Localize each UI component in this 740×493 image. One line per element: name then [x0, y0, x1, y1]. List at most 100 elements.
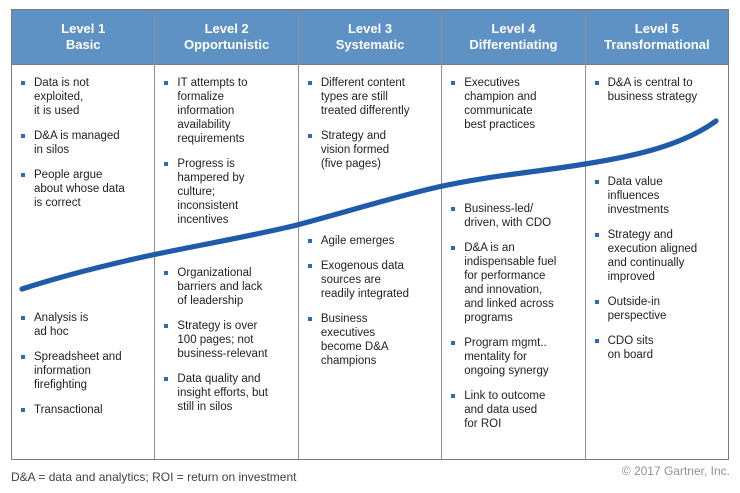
bullet-item-text: D&A is an indispensable fuel for perform… [464, 242, 557, 324]
bullet-item-text: Different content types are still treate… [320, 77, 410, 117]
bullet-item-text: D&A is central to business strategy [607, 77, 698, 103]
bullet-item-text: Strategy is over 100 pages; not business… [177, 320, 268, 360]
bullet-square-icon [307, 80, 312, 85]
bullet-square-icon [164, 376, 169, 381]
level-column-5: Level 5 Transformational D&A is central … [585, 10, 729, 459]
bullet-square-icon [307, 238, 312, 243]
bullet-item-text: Organizational barriers and lack of lead… [177, 267, 263, 307]
bullet-item-text: Strategy and vision formed (five pages) [320, 130, 390, 170]
footnote: D&A = data and analytics; ROI = return o… [11, 470, 297, 484]
bullet-square-icon [451, 206, 456, 211]
bullet-item: Strategy is over 100 pages; not business… [155, 319, 296, 361]
bullet-item: Program mgmt.. mentality for ongoing syn… [442, 336, 583, 378]
bullet-item: Strategy and vision formed (five pages) [299, 129, 440, 171]
bullet-square-icon [307, 316, 312, 321]
bullet-item: D&A is managed in silos [12, 129, 153, 157]
level-column-3: Level 3 Systematic Different content typ… [298, 10, 443, 459]
bullet-item: Transactional [12, 403, 153, 417]
level-name: Differentiating [469, 37, 558, 52]
bullet-item-text: Data quality and insight efforts, but st… [177, 373, 268, 413]
bullet-square-icon [164, 323, 169, 328]
bullet-square-icon [21, 407, 25, 412]
level-column-4: Level 4 Differentiating Executives champ… [442, 10, 586, 459]
level-name: Opportunistic [184, 37, 270, 52]
level-name: Basic [65, 37, 101, 52]
bullet-square-icon [21, 354, 25, 359]
level-label: Level 2 [204, 21, 249, 36]
bullet-square-icon [21, 133, 25, 138]
level-column-1: Level 1 Basic Data is not exploited, it … [12, 10, 156, 459]
maturity-table: Level 1 Basic Data is not exploited, it … [11, 9, 729, 460]
bullet-group-top: Executives champion and communicate best… [442, 76, 583, 143]
bullet-square-icon [594, 299, 599, 304]
copyright: © 2017 Gartner, Inc. [621, 464, 730, 478]
bullet-item-text: People argue about whose data is correct [34, 169, 125, 209]
column-body-1: Data is not exploited, it is used D&A is … [12, 65, 154, 459]
bullet-item-text: D&A is managed in silos [34, 130, 120, 156]
bullet-item: D&A is central to business strategy [586, 76, 727, 104]
bullet-item: People argue about whose data is correct [12, 168, 153, 210]
bullet-item: CDO sits on board [586, 334, 727, 362]
bullet-square-icon [164, 80, 169, 85]
bullet-square-icon [594, 338, 599, 343]
bullet-square-icon [594, 232, 599, 237]
bullet-group-bottom: Business-led/ driven, with CDO D&A is an … [442, 202, 583, 442]
bullet-group-top: D&A is central to business strategy [586, 76, 727, 115]
bullet-item: Spreadsheet and information firefighting [12, 350, 153, 392]
bullet-item-text: Outside-in perspective [607, 296, 667, 322]
bullet-item-text: Spreadsheet and information firefighting [34, 351, 122, 391]
bullet-group-top: Different content types are still treate… [299, 76, 440, 182]
bullet-group-bottom: Analysis is ad hoc Spreadsheet and inform… [12, 311, 153, 428]
column-body-3: Different content types are still treate… [299, 65, 441, 459]
bullet-item: Different content types are still treate… [299, 76, 440, 118]
level-label: Level 1 [61, 21, 106, 36]
bullet-square-icon [21, 172, 25, 177]
bullet-group-bottom: Agile emerges Exogenous data sources are … [299, 234, 440, 379]
bullet-square-icon [451, 340, 456, 345]
column-header-5: Level 5 Transformational [585, 10, 729, 65]
bullet-item-text: Transactional [34, 404, 103, 416]
column-body-2: IT attempts to formalize information ava… [155, 65, 297, 459]
bullet-item-text: Data value influences investments [607, 176, 669, 216]
bullet-item-text: CDO sits on board [607, 335, 654, 361]
bullet-item-text: Link to outcome and data used for ROI [464, 390, 546, 430]
bullet-item: Executives champion and communicate best… [442, 76, 583, 132]
column-header-4: Level 4 Differentiating [442, 10, 585, 65]
level-name: Systematic [335, 37, 405, 52]
bullet-item: Analysis is ad hoc [12, 311, 153, 339]
bullet-item: Outside-in perspective [586, 295, 727, 323]
column-body-4: Executives champion and communicate best… [442, 65, 584, 459]
bullet-item: Data value influences investments [586, 175, 727, 217]
bullet-square-icon [451, 245, 456, 250]
bullet-item-text: Analysis is ad hoc [34, 312, 89, 338]
bullet-item-text: Progress is hampered by culture; inconsi… [177, 158, 245, 226]
bullet-item-text: Exogenous data sources are readily integ… [320, 260, 410, 300]
bullet-item: Data quality and insight efforts, but st… [155, 372, 296, 414]
bullet-item: D&A is an indispensable fuel for perform… [442, 241, 583, 325]
bullet-item: Data is not exploited, it is used [12, 76, 153, 118]
bullet-item-text: IT attempts to formalize information ava… [177, 77, 248, 145]
bullet-item-text: Data is not exploited, it is used [34, 77, 89, 117]
bullet-square-icon [451, 80, 456, 85]
bullet-item-text: Strategy and execution aligned and conti… [607, 229, 698, 283]
bullet-item: Progress is hampered by culture; inconsi… [155, 157, 296, 227]
bullet-item: Organizational barriers and lack of lead… [155, 266, 296, 308]
bullet-square-icon [164, 161, 169, 166]
bullet-group-bottom: Data value influences investments Strateg… [586, 175, 727, 373]
bullet-item: Exogenous data sources are readily integ… [299, 259, 440, 301]
column-header-1: Level 1 Basic [12, 10, 155, 65]
bullet-square-icon [451, 393, 456, 398]
bullet-item: Link to outcome and data used for ROI [442, 389, 583, 431]
level-column-2: Level 2 Opportunistic IT attempts to for… [155, 10, 299, 459]
bullet-item: IT attempts to formalize information ava… [155, 76, 296, 146]
bullet-square-icon [21, 315, 25, 320]
column-header-2: Level 2 Opportunistic [155, 10, 298, 65]
bullet-item-text: Business-led/ driven, with CDO [464, 203, 552, 229]
bullet-group-top: IT attempts to formalize information ava… [155, 76, 296, 238]
level-label: Level 3 [347, 21, 393, 36]
bullet-item: Strategy and execution aligned and conti… [586, 228, 727, 284]
level-label: Level 4 [491, 21, 536, 36]
bullet-square-icon [594, 80, 599, 85]
bullet-item-text: Program mgmt.. mentality for ongoing syn… [464, 337, 549, 377]
